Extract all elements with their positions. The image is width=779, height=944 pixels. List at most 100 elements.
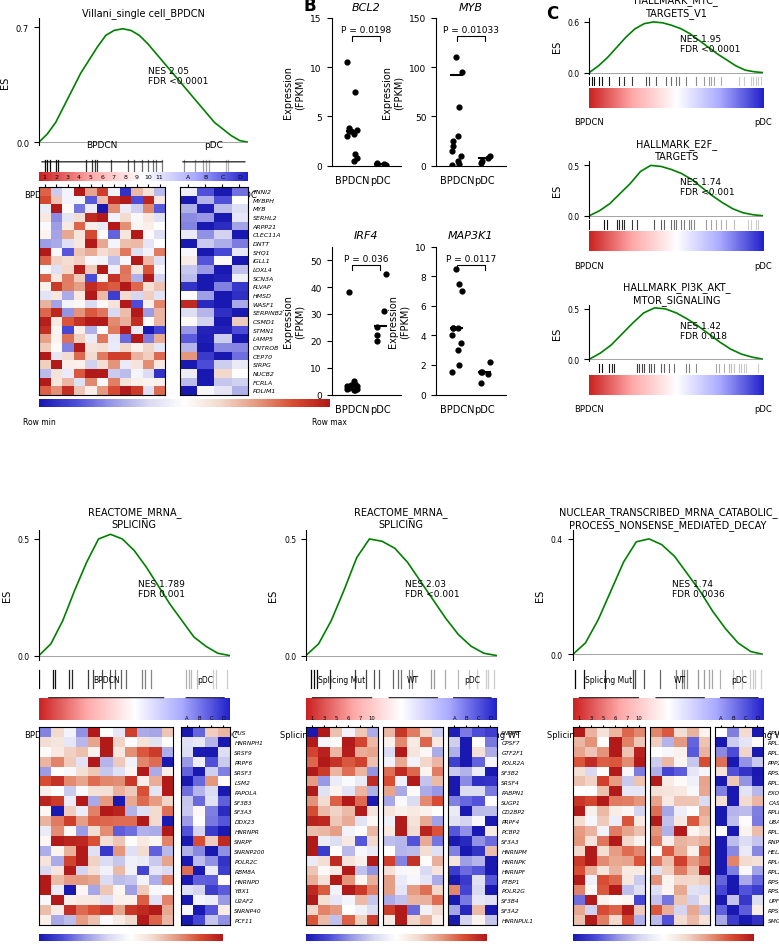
Title: BCL2: BCL2 — [352, 3, 381, 12]
Point — [447, 134, 460, 149]
Text: NES 2.05
FDR <0.0001: NES 2.05 FDR <0.0001 — [147, 66, 208, 86]
Title: HALLMARK_PI3K_AKT_
MTOR_SIGNALING: HALLMARK_PI3K_AKT_ MTOR_SIGNALING — [622, 282, 730, 306]
Point — [455, 336, 467, 351]
Point — [342, 125, 354, 140]
Text: NES 1.74
FDR <0.001: NES 1.74 FDR <0.001 — [680, 177, 735, 197]
Point — [342, 286, 354, 301]
Title: HALLMARK_E2F_
TARGETS: HALLMARK_E2F_ TARGETS — [636, 139, 717, 161]
Point — [347, 374, 360, 389]
Text: P = 0.0117: P = 0.0117 — [446, 255, 496, 264]
Point — [351, 379, 363, 394]
Point — [341, 129, 354, 144]
Point — [475, 365, 488, 380]
Point — [452, 129, 464, 144]
Text: BPDCN: BPDCN — [86, 142, 118, 150]
Point — [482, 151, 495, 166]
Point — [484, 355, 496, 370]
Point — [453, 277, 466, 292]
Point — [371, 334, 383, 349]
Title: MYB: MYB — [459, 3, 483, 12]
Point — [453, 100, 466, 115]
Point — [379, 267, 392, 282]
Text: Splicing Mut: Splicing Mut — [319, 675, 365, 684]
Point — [475, 156, 488, 171]
Y-axis label: ES: ES — [269, 589, 278, 601]
Text: C: C — [546, 5, 558, 23]
Text: NES 1.95
FDR <0.0001: NES 1.95 FDR <0.0001 — [680, 35, 740, 54]
Point — [348, 147, 361, 162]
Title: REACTOME_MRNA_
SPLICING: REACTOME_MRNA_ SPLICING — [87, 507, 181, 530]
Y-axis label: ES: ES — [2, 589, 12, 601]
Point — [349, 378, 361, 393]
Text: NES 1.42
FDR 0.018: NES 1.42 FDR 0.018 — [680, 321, 727, 341]
Point — [345, 125, 358, 140]
Title: IRF4: IRF4 — [354, 231, 379, 242]
Point — [452, 344, 464, 359]
Text: P = 0.036: P = 0.036 — [344, 255, 389, 264]
Title: Villani_single cell_BPDCN: Villani_single cell_BPDCN — [82, 8, 205, 19]
Point — [341, 56, 354, 71]
Title: MAP3K1: MAP3K1 — [448, 231, 494, 242]
Point — [447, 139, 460, 154]
Text: NES 2.03
FDR <0.001: NES 2.03 FDR <0.001 — [405, 579, 460, 598]
Point — [484, 149, 496, 164]
Point — [347, 154, 360, 169]
Text: WT: WT — [407, 675, 419, 684]
Point — [379, 158, 392, 173]
Point — [378, 157, 390, 172]
Point — [371, 156, 383, 171]
Y-axis label: ES: ES — [535, 589, 545, 601]
Y-axis label: Expression
(FPKM): Expression (FPKM) — [382, 66, 404, 119]
Point — [482, 367, 495, 382]
Point — [475, 154, 488, 169]
Point — [341, 382, 354, 397]
Point — [351, 124, 363, 139]
Point — [342, 380, 354, 396]
Point — [456, 65, 468, 80]
Text: P = 0.01033: P = 0.01033 — [442, 26, 499, 35]
Text: pDC: pDC — [204, 142, 224, 150]
Point — [456, 284, 468, 299]
Text: WT: WT — [674, 675, 686, 684]
Point — [453, 157, 466, 172]
Point — [349, 85, 361, 100]
Point — [371, 329, 383, 344]
Point — [342, 122, 354, 137]
Point — [449, 262, 462, 278]
Text: BPDCN: BPDCN — [93, 675, 119, 684]
Point — [452, 154, 464, 169]
Text: B: B — [304, 0, 316, 15]
Point — [348, 382, 361, 397]
Point — [475, 376, 488, 391]
Y-axis label: ES: ES — [552, 41, 562, 53]
Point — [351, 382, 364, 397]
Point — [446, 329, 458, 344]
Title: HALLMARK_MYC_
TARGETS_V1: HALLMARK_MYC_ TARGETS_V1 — [634, 0, 718, 19]
Point — [449, 51, 462, 66]
Point — [351, 151, 364, 166]
Title: NUCLEAR_TRANSCRIBED_MRNA_CATABOLIC_
PROCESS_NONSENSE_MEDIATED_DECAY: NUCLEAR_TRANSCRIBED_MRNA_CATABOLIC_ PROC… — [559, 507, 777, 531]
Y-axis label: Expression
(FPKM): Expression (FPKM) — [388, 295, 409, 347]
Y-axis label: ES: ES — [552, 328, 562, 340]
Point — [455, 149, 467, 164]
Point — [371, 159, 383, 174]
Text: Splicing Mut: Splicing Mut — [585, 675, 633, 684]
Point — [453, 358, 466, 373]
Text: P = 0.0198: P = 0.0198 — [341, 26, 392, 35]
Point — [347, 383, 360, 398]
Text: NES 1.74
FDR 0.0036: NES 1.74 FDR 0.0036 — [672, 579, 724, 598]
Y-axis label: Expression
(FPKM): Expression (FPKM) — [283, 66, 305, 119]
Text: pDC: pDC — [197, 675, 213, 684]
Point — [447, 321, 460, 336]
Point — [446, 158, 458, 173]
Point — [446, 365, 458, 380]
Point — [378, 304, 390, 319]
Point — [371, 321, 383, 336]
Y-axis label: ES: ES — [552, 184, 562, 196]
Point — [341, 379, 354, 395]
Text: NES 1.789
FDR 0.001: NES 1.789 FDR 0.001 — [138, 579, 185, 598]
Y-axis label: Expression
(FPKM): Expression (FPKM) — [283, 295, 305, 347]
Y-axis label: ES: ES — [1, 76, 10, 89]
Text: pDC: pDC — [731, 675, 747, 684]
Point — [371, 158, 383, 173]
